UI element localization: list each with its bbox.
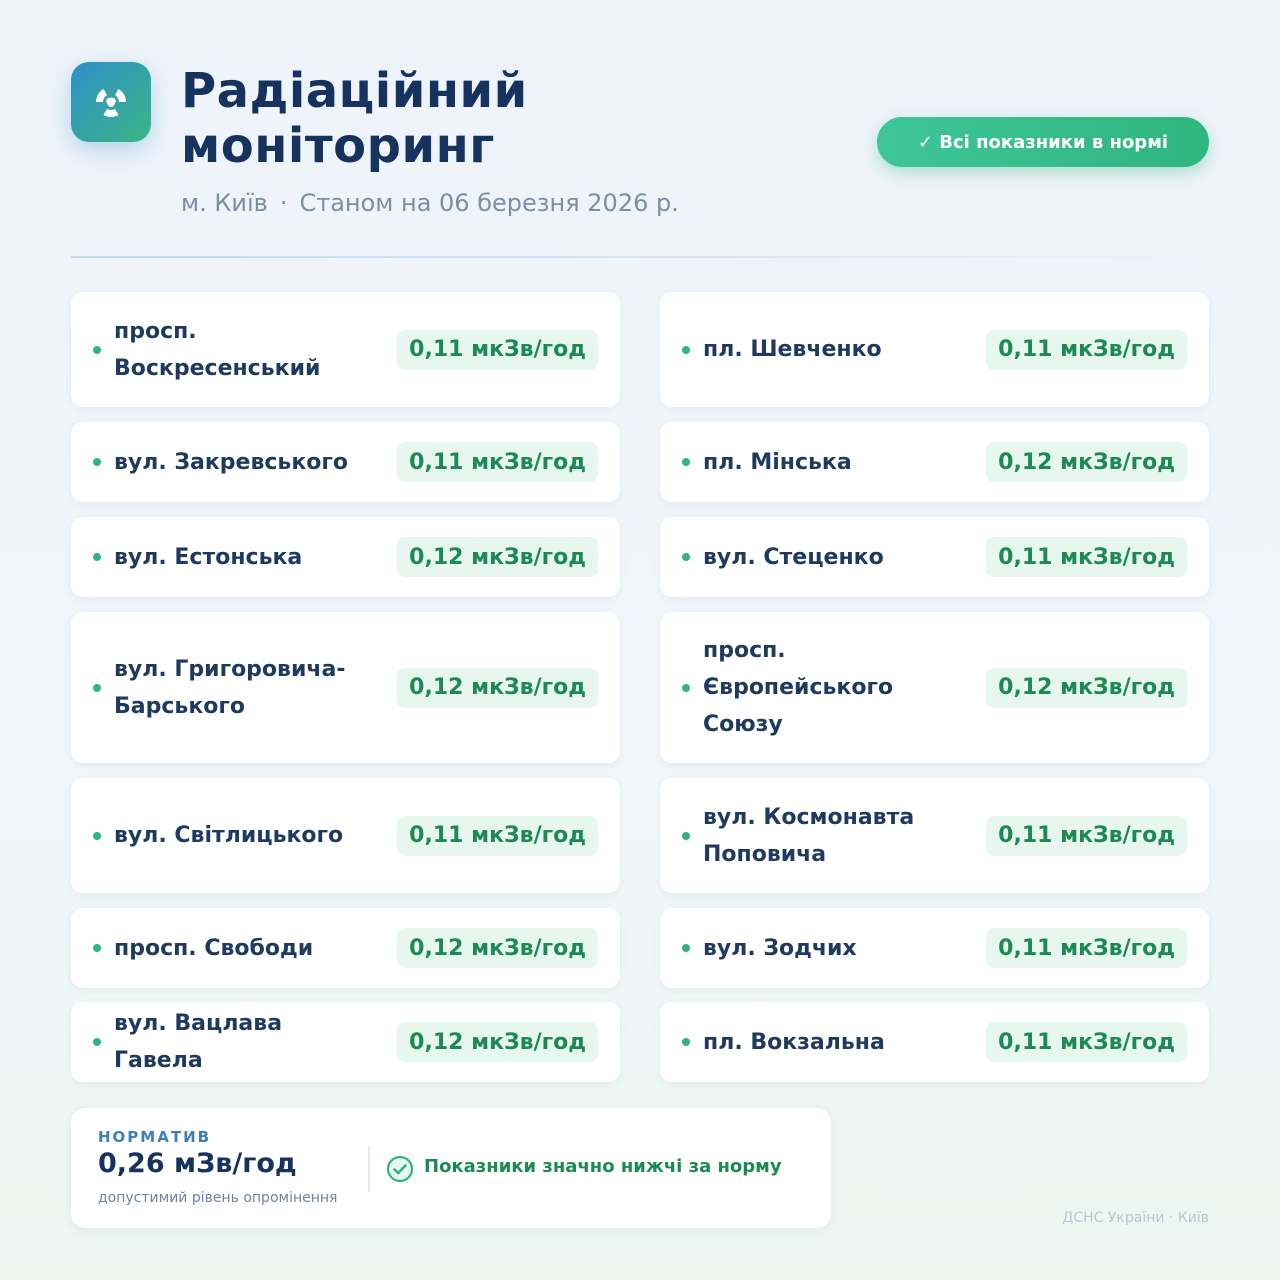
- location-card: вул. Естонська 0,12 мкЗв/год: [71, 517, 620, 597]
- bullet-icon: [93, 944, 101, 952]
- bullet-icon: [682, 458, 690, 466]
- location-name: просп. Європейського Союзу: [703, 638, 894, 737]
- location-card: просп. Воскресенський 0,11 мкЗв/год: [71, 292, 620, 407]
- location-name: пл. Мінська: [703, 449, 852, 475]
- location-card: пл. Шевченко 0,11 мкЗв/год: [660, 292, 1209, 407]
- location-name: вул. Космонавта Поповича: [703, 804, 915, 867]
- location-name: просп. Воскресенський: [114, 318, 321, 381]
- location-card: вул. Стеценко 0,11 мкЗв/год: [660, 517, 1209, 597]
- bullet-icon: [93, 458, 101, 466]
- location-name: просп. Свободи: [114, 935, 314, 961]
- bullet-icon: [682, 831, 690, 840]
- bullet-icon: [93, 345, 101, 354]
- location-name: вул. Стеценко: [703, 544, 884, 570]
- location-card: вул. Григоровича-Барського 0,12 мкЗв/год: [71, 612, 620, 763]
- radiation-value: 0,11 мкЗв/год: [397, 815, 598, 856]
- location-card: просп. Європейського Союзу 0,12 мкЗв/год: [660, 612, 1209, 763]
- check-circle-icon: [386, 1155, 414, 1183]
- norm-card: НОРМАТИВ 0,26 мЗв/год допустимий рівень …: [71, 1108, 831, 1228]
- location-name: вул. Закревського: [114, 449, 348, 475]
- app-logo: [71, 62, 151, 142]
- radiation-value: 0,11 мкЗв/год: [986, 1022, 1187, 1062]
- location-name: вул. Світлицького: [114, 823, 344, 848]
- norm-label: НОРМАТИВ: [98, 1128, 212, 1146]
- bullet-icon: [93, 1038, 101, 1046]
- footer-source: ДСНС України · Київ: [1062, 1210, 1209, 1226]
- norm-message: Показники значно нижчі за норму: [424, 1156, 782, 1177]
- bullet-icon: [682, 1038, 690, 1046]
- radiation-value: 0,12 мкЗв/год: [397, 928, 598, 968]
- bullet-icon: [93, 683, 101, 692]
- header-divider: [71, 256, 1209, 258]
- bullet-icon: [682, 553, 690, 561]
- bullet-icon: [93, 831, 101, 840]
- location-card: вул. Закревського 0,11 мкЗв/год: [71, 422, 620, 502]
- status-badge-label: ✓ Всі показники в нормі: [917, 131, 1169, 153]
- radiation-value: 0,12 мкЗв/год: [397, 537, 598, 577]
- location-card: вул. Зодчих 0,11 мкЗв/год: [660, 908, 1209, 988]
- norm-value: 0,26 мЗв/год: [98, 1148, 297, 1179]
- location-card: вул. Світлицького 0,11 мкЗв/год: [71, 778, 620, 893]
- norm-note: допустимий рівень опромінення: [98, 1190, 338, 1206]
- location-name: пл. Шевченко: [703, 337, 882, 362]
- norm-divider: [368, 1146, 370, 1192]
- radiation-icon: [96, 89, 127, 117]
- radiation-value: 0,12 мкЗв/год: [986, 442, 1187, 482]
- location-name: вул. Григоровича-Барського: [114, 656, 346, 719]
- radiation-value: 0,11 мкЗв/год: [397, 442, 598, 482]
- radiation-value: 0,11 мкЗв/год: [986, 928, 1187, 968]
- location-card: вул. Вацлава Гавела 0,12 мкЗв/год: [71, 1002, 620, 1082]
- radiation-value: 0,11 мкЗв/год: [986, 329, 1187, 370]
- location-card: просп. Свободи 0,12 мкЗв/год: [71, 908, 620, 988]
- bullet-icon: [682, 944, 690, 952]
- location-card: пл. Мінська 0,12 мкЗв/год: [660, 422, 1209, 502]
- radiation-value: 0,11 мкЗв/год: [986, 815, 1187, 856]
- radiation-value: 0,12 мкЗв/год: [397, 667, 598, 708]
- status-badge: ✓ Всі показники в нормі: [877, 117, 1209, 167]
- bullet-icon: [682, 345, 690, 354]
- location-name: пл. Вокзальна: [703, 1029, 885, 1055]
- location-card: пл. Вокзальна 0,11 мкЗв/год: [660, 1002, 1209, 1082]
- radiation-value: 0,11 мкЗв/год: [397, 329, 598, 370]
- page-title: Радіаційний моніторинг: [181, 63, 528, 174]
- subtitle-separator: ·: [279, 189, 288, 217]
- radiation-value: 0,11 мкЗв/год: [986, 537, 1187, 577]
- date-label: Станом на 06 березня 2026 р.: [299, 189, 679, 217]
- bullet-icon: [682, 683, 690, 692]
- location-card: вул. Космонавта Поповича 0,11 мкЗв/год: [660, 778, 1209, 893]
- location-name: вул. Зодчих: [703, 935, 857, 961]
- bullet-icon: [93, 553, 101, 561]
- radiation-value: 0,12 мкЗв/год: [397, 1022, 598, 1062]
- page-subtitle: м. Київ · Станом на 06 березня 2026 р.: [181, 189, 679, 217]
- location-name: вул. Вацлава Гавела: [114, 1011, 283, 1073]
- city-label: м. Київ: [181, 189, 268, 217]
- radiation-value: 0,12 мкЗв/год: [986, 667, 1187, 708]
- location-name: вул. Естонська: [114, 544, 303, 570]
